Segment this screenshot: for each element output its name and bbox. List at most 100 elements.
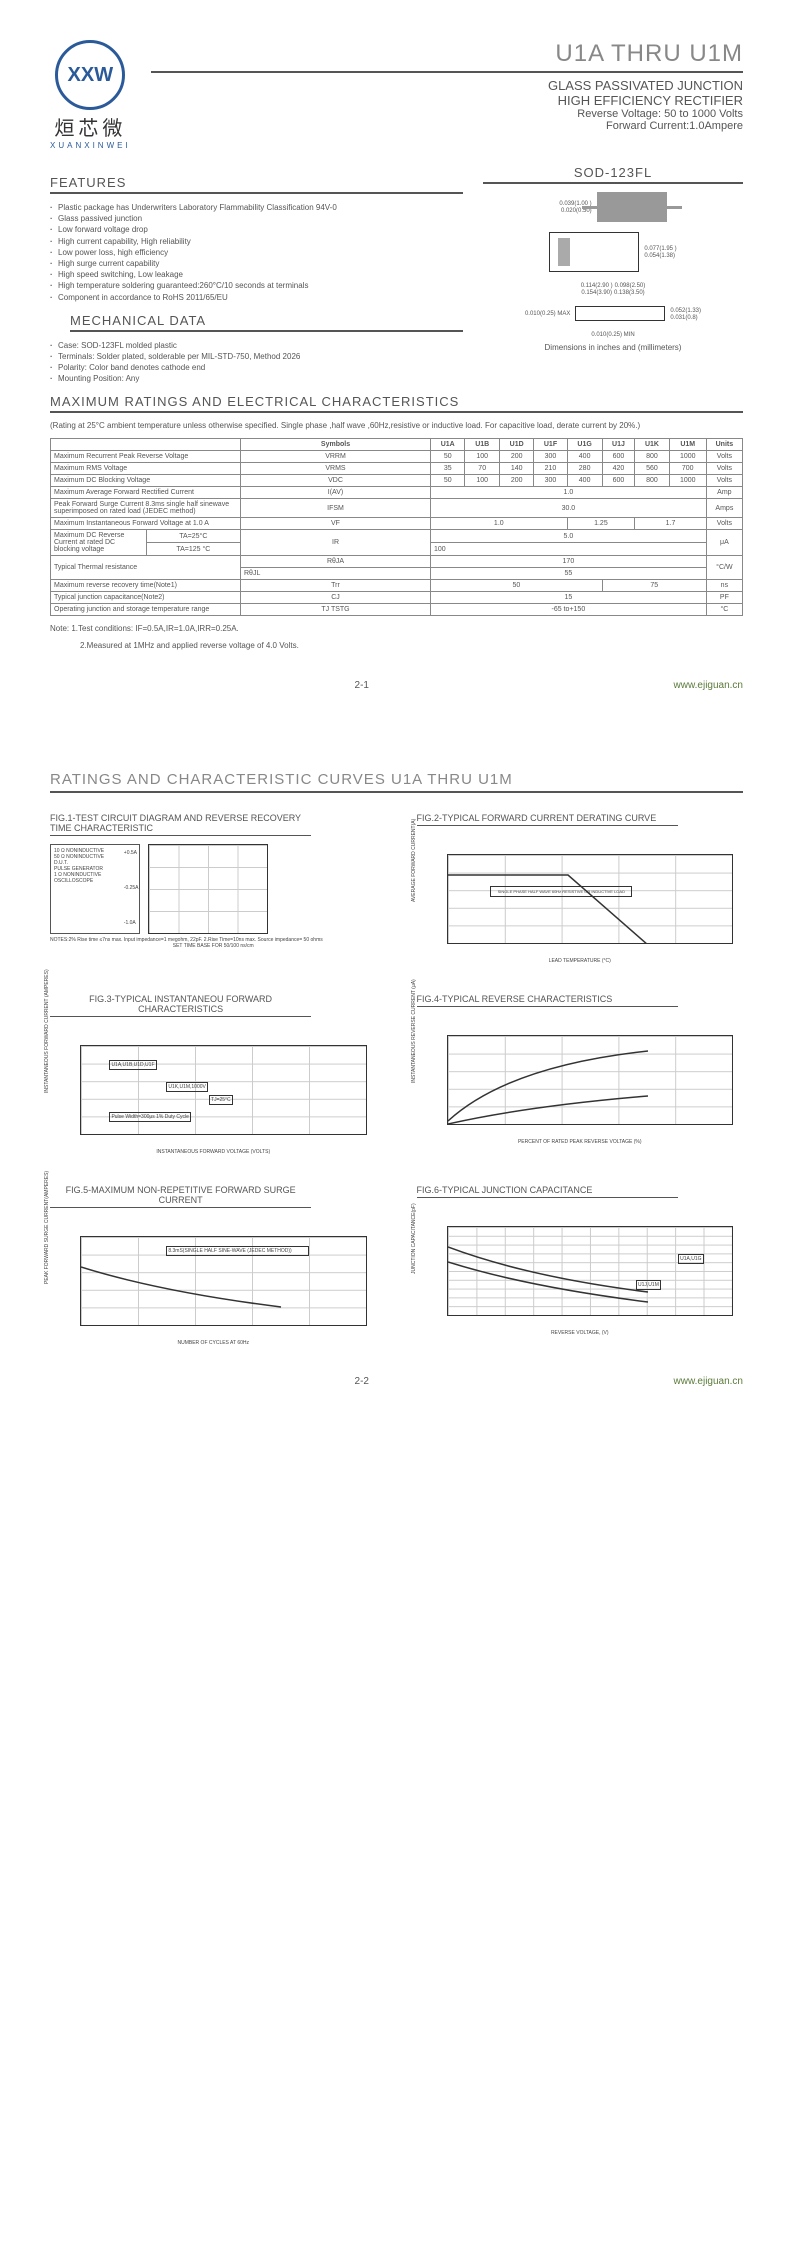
ratings-note: (Rating at 25°C ambient temperature unle… (50, 421, 743, 430)
table-row: Maximum reverse recovery time(Note1)Trr5… (51, 580, 743, 592)
y-axis-label: JUNCTION CAPACITANCE(pF) (411, 1204, 417, 1275)
package-3d-icon (597, 192, 667, 222)
mechanical-item: Terminals: Solder plated, solderable per… (50, 351, 463, 362)
fig4: FIG.4-TYPICAL REVERSE CHARACTERISTICS IN… (417, 994, 744, 1155)
fig2-title: FIG.2-TYPICAL FORWARD CURRENT DERATING C… (417, 813, 678, 826)
logo-en: XUANXINWEI (50, 141, 131, 150)
fig1: FIG.1-TEST CIRCUIT DIAGRAM AND REVERSE R… (50, 813, 377, 964)
col-header: Units (706, 439, 742, 451)
footer-url: www.ejiguan.cn (674, 1376, 743, 1387)
package-diagram: SOD-123FL 0.039(1.00 ) 0.020(0.50) 0.077… (483, 165, 743, 384)
surge-curve-icon (81, 1237, 366, 1325)
features-heading: FEATURES (50, 175, 463, 194)
chart-area (447, 1035, 734, 1125)
mechanical-item: Polarity: Color band denotes cathode end (50, 362, 463, 373)
dim-label: 0.010(0.25) MAX (525, 311, 570, 317)
package-name: SOD-123FL (483, 165, 743, 184)
logo-cn: 烜芯微 (54, 112, 126, 141)
package-side-view (575, 306, 665, 321)
reverse-curve-icon (448, 1036, 733, 1124)
y-axis-label: AVERAGE FORWARD CURRENT(A) (411, 819, 417, 902)
subtitle-1: GLASS PASSIVATED JUNCTION (151, 78, 743, 93)
col-header: U1G (567, 439, 602, 451)
logo: XXW 烜芯微 XUANXINWEI (50, 40, 131, 150)
fig3: FIG.3-TYPICAL INSTANTANEOU FORWARD CHARA… (50, 994, 377, 1155)
page-number: 2-1 (50, 680, 674, 691)
page-1: XXW 烜芯微 XUANXINWEI U1A THRU U1M GLASS PA… (0, 0, 793, 731)
logo-mark: XXW (55, 40, 125, 110)
fig6: FIG.6-TYPICAL JUNCTION CAPACITANCE U1A,U… (417, 1185, 744, 1346)
table-row: Typical Thermal resistanceRθJA170°C/W (51, 556, 743, 568)
dim-caption: Dimensions in inches and (millimeters) (483, 343, 743, 352)
feature-item: Low forward voltage drop (50, 224, 463, 235)
page-footer: 2-1 www.ejiguan.cn (50, 680, 743, 691)
feature-item: Glass passived junction (50, 213, 463, 224)
feature-item: High current capability, High reliabilit… (50, 236, 463, 247)
table-row: Maximum Recurrent Peak Reverse VoltageVR… (51, 451, 743, 463)
x-axis-label: LEAD TEMPERATURE (°C) (549, 958, 611, 964)
table-row: Maximum DC Blocking VoltageVDC5010020030… (51, 475, 743, 487)
dim-label: 0.138(3.50) (614, 290, 645, 296)
col-header: U1J (602, 439, 635, 451)
spec-table: Symbols U1A U1B U1D U1F U1G U1J U1K U1M … (50, 438, 743, 616)
dim-label: 0.114(2.90 ) (581, 283, 613, 289)
package-top-view (549, 232, 639, 272)
col-header: U1A (431, 439, 465, 451)
mechanical-item: Mounting Position: Any (50, 373, 463, 384)
charts-grid: FIG.1-TEST CIRCUIT DIAGRAM AND REVERSE R… (50, 813, 743, 1346)
page-footer: 2-2 www.ejiguan.cn (50, 1376, 743, 1387)
title-area: U1A THRU U1M GLASS PASSIVATED JUNCTION H… (151, 40, 743, 132)
y-axis-label: INSTANTANEOUS REVERSE CURRENT (μA) (411, 980, 417, 1084)
features-row: FEATURES Plastic package has Underwriter… (50, 165, 743, 384)
chart-area: 8.3mS(SINGLE HALF SINE-WAVE (JEDEC METHO… (80, 1236, 367, 1326)
subtitle-3: Reverse Voltage: 50 to 1000 Volts (151, 108, 743, 120)
table-row: Maximum Instantaneous Forward Voltage at… (51, 518, 743, 530)
subtitle-4: Forward Current:1.0Ampere (151, 120, 743, 132)
fig2: FIG.2-TYPICAL FORWARD CURRENT DERATING C… (417, 813, 744, 964)
dim-label: 0.052(1.33) (670, 308, 701, 314)
dim-label: 0.077(1.95 ) (644, 246, 676, 252)
page-2: RATINGS AND CHARACTERISTIC CURVES U1A TH… (0, 731, 793, 1427)
subtitle-2: HIGH EFFICIENCY RECTIFIER (151, 93, 743, 108)
x-axis-label: REVERSE VOLTAGE, (V) (551, 1330, 609, 1336)
dim-label: 0.154(3.90) (581, 290, 612, 296)
feature-item: High surge current capability (50, 258, 463, 269)
col-header: U1B (465, 439, 499, 451)
dim-label: 0.054(1.38) (644, 253, 675, 259)
col-header: U1F (534, 439, 567, 451)
table-row: Operating junction and storage temperatu… (51, 604, 743, 616)
dim-label: 0.010(0.25) MIN (591, 332, 634, 338)
features-list: Plastic package has Underwriters Laborat… (50, 202, 463, 303)
fig4-title: FIG.4-TYPICAL REVERSE CHARACTERISTICS (417, 994, 678, 1007)
table-row: Maximum RMS VoltageVRMS35701402102804205… (51, 463, 743, 475)
dim-label: 0.098(2.50) (615, 283, 646, 289)
page-title: U1A THRU U1M (151, 40, 743, 73)
feature-item: Plastic package has Underwriters Laborat… (50, 202, 463, 213)
header: XXW 烜芯微 XUANXINWEI U1A THRU U1M GLASS PA… (50, 40, 743, 150)
mechanical-heading: MECHANICAL DATA (70, 313, 463, 332)
feature-item: Component in accordance to RoHS 2011/65/… (50, 292, 463, 303)
chart-area: U1A,U1G U1J,U1M (447, 1226, 734, 1316)
fig5-title: FIG.5-MAXIMUM NON-REPETITIVE FORWARD SUR… (50, 1185, 311, 1208)
table-row: Maximum Average Forward Rectified Curren… (51, 487, 743, 499)
footer-url: www.ejiguan.cn (674, 680, 743, 691)
derating-curve-icon (448, 855, 733, 943)
mechanical-list: Case: SOD-123FL molded plastic Terminals… (50, 340, 463, 385)
dim-label: 0.031(0.8) (670, 315, 697, 321)
fig5: FIG.5-MAXIMUM NON-REPETITIVE FORWARD SUR… (50, 1185, 377, 1346)
table-row: Typical junction capacitance(Note2)CJ15P… (51, 592, 743, 604)
x-axis-label: NUMBER OF CYCLES AT 60Hz (178, 1340, 250, 1346)
col-header: U1K (635, 439, 669, 451)
table-row: Peak Forward Surge Current 8.3ms single … (51, 499, 743, 518)
y-axis-label: INSTANTANEOUS FORWARD CURRENT (AMPERES) (44, 970, 50, 1094)
fig3-title: FIG.3-TYPICAL INSTANTANEOU FORWARD CHARA… (50, 994, 311, 1017)
col-header: U1D (499, 439, 533, 451)
mechanical-item: Case: SOD-123FL molded plastic (50, 340, 463, 351)
feature-item: Low power loss, high efficiency (50, 247, 463, 258)
recovery-waveform: +0.5A -0.25A -1.0A (148, 844, 268, 934)
table-row: Maximum DC Reverse Current at rated DC b… (51, 530, 743, 543)
footnote-1: Note: 1.Test conditions: IF=0.5A,IR=1.0A… (50, 624, 743, 633)
feature-item: High temperature soldering guaranteed:26… (50, 280, 463, 291)
table-header-row: Symbols U1A U1B U1D U1F U1G U1J U1K U1M … (51, 439, 743, 451)
col-header: Symbols (241, 439, 431, 451)
